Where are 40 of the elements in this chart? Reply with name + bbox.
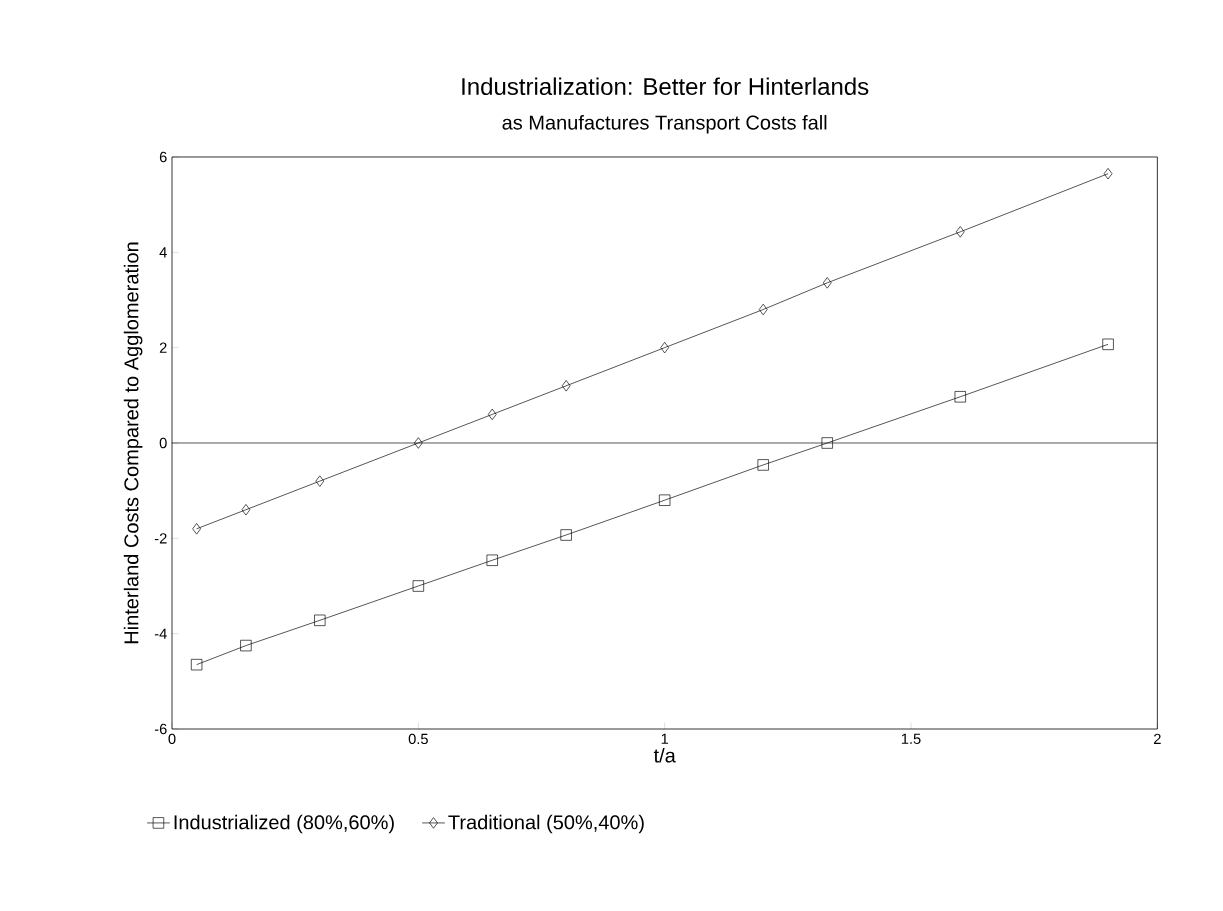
point (954, 391, 966, 403)
point (757, 459, 769, 471)
y-tick-label: -2 (154, 533, 167, 544)
point (486, 554, 498, 566)
point (1102, 338, 1114, 350)
point (660, 341, 670, 354)
point (241, 504, 251, 516)
point (822, 277, 832, 289)
point (659, 494, 671, 506)
y-tick-label: 2 (159, 342, 167, 353)
point (412, 580, 425, 592)
point (190, 658, 203, 671)
y-axis-title: Hinterland Costs Compared to Agglomeration (123, 242, 143, 644)
point (561, 380, 571, 392)
x-tick-label: 0.5 (408, 733, 428, 745)
x-axis-title: t/a (653, 747, 676, 763)
y-tick-label: 0 (159, 437, 167, 449)
point (314, 614, 326, 626)
chart-subtitle: as Manufactures Transport Costs fall (502, 114, 827, 134)
point (315, 475, 325, 487)
point (192, 523, 201, 535)
y-tick-label: -4 (154, 628, 167, 639)
y-tick-label: 6 (159, 151, 167, 163)
chart-title: Industrialization: Better for Hinterlands (462, 77, 869, 96)
point (955, 226, 965, 238)
x-tick-label: 1 (661, 733, 669, 744)
point (821, 437, 833, 449)
point (1103, 168, 1113, 180)
x-tick-label: 2 (1154, 733, 1161, 744)
point (758, 303, 768, 316)
point (240, 639, 252, 652)
y-tick-label: 4 (159, 247, 167, 258)
x-tick-label: 0 (168, 733, 176, 745)
legend-label: Industrialized (80%,60%) (174, 814, 394, 834)
point (414, 437, 423, 449)
x-tick-label: 1.5 (901, 733, 921, 744)
point (560, 529, 572, 541)
legend-label: Traditional (50%,40%) (448, 814, 644, 834)
point (487, 408, 497, 421)
y-tick-label: -6 (154, 723, 167, 735)
